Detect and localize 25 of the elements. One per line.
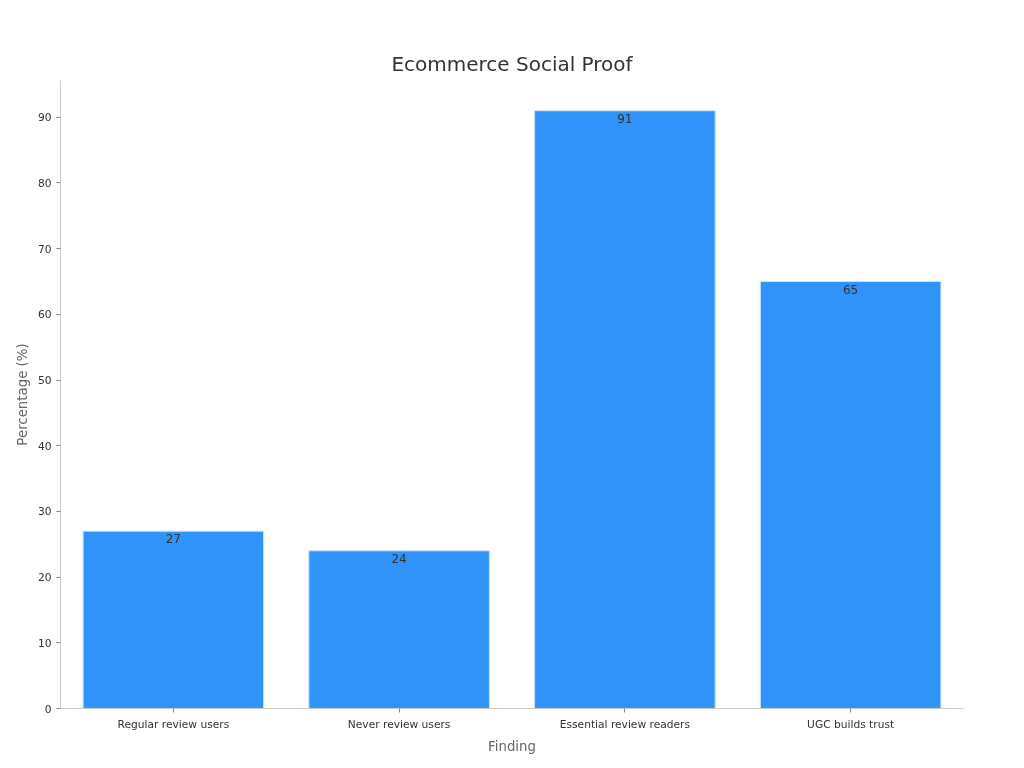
- bar: [308, 550, 490, 709]
- y-tick-label: 20: [37, 571, 52, 585]
- x-tick-label: Essential review readers: [559, 717, 691, 731]
- y-tick-label: 10: [37, 636, 52, 650]
- bar: [534, 110, 716, 709]
- data-label: 91: [617, 111, 633, 126]
- data-label: 65: [842, 282, 859, 297]
- y-tick-label: 30: [37, 505, 52, 519]
- x-tick-label: Regular review users: [117, 717, 230, 731]
- y-tick-label: 0: [44, 702, 52, 716]
- bar: [82, 530, 265, 709]
- chart-title: Ecommerce Social Proof: [391, 51, 634, 76]
- y-tick-label: 90: [37, 111, 52, 125]
- y-tick-label: 60: [37, 308, 52, 322]
- bar: [759, 281, 942, 709]
- y-tick-label: 70: [37, 242, 52, 256]
- data-label: 27: [165, 532, 182, 547]
- x-tick-label: UGC builds trust: [807, 717, 895, 731]
- x-axis-title: Finding: [488, 738, 536, 754]
- y-axis-title: Percentage (%): [14, 343, 30, 446]
- x-tick-label: Never review users: [347, 717, 451, 731]
- y-tick-label: 80: [37, 176, 52, 190]
- y-tick-label: 40: [37, 439, 52, 453]
- data-label: 24: [391, 551, 407, 566]
- y-tick-label: 50: [37, 374, 52, 388]
